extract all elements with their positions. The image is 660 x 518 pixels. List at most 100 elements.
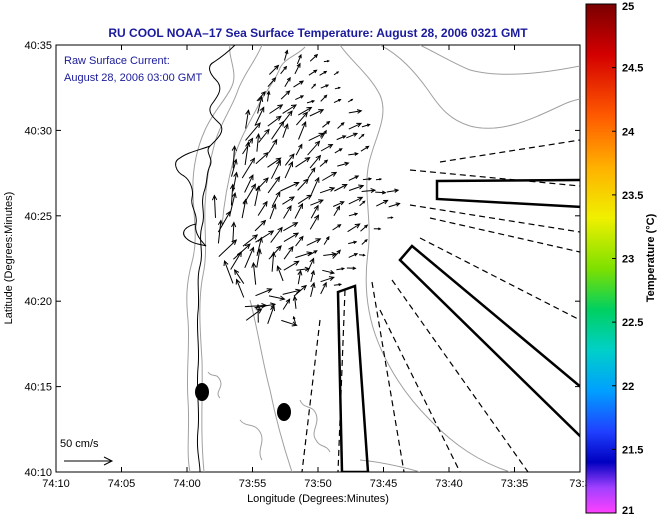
current-vector-head: [275, 157, 282, 163]
current-vector-head: [270, 305, 275, 312]
current-vector-head: [271, 203, 277, 210]
current-vector-head: [314, 214, 320, 221]
current-vector: [323, 253, 336, 256]
x-tick-label: 73:45: [370, 478, 398, 490]
current-vector-head: [266, 288, 273, 294]
current-vector: [256, 91, 266, 102]
current-vector: [319, 187, 335, 194]
current-vector: [280, 66, 287, 75]
current-vector-head: [303, 178, 309, 185]
current-vector-head: [344, 161, 350, 166]
current-vector-head: [331, 252, 338, 257]
current-vector-head: [270, 302, 277, 308]
current-vector: [244, 174, 254, 193]
current-vector: [267, 91, 270, 102]
current-vector: [347, 223, 360, 233]
y-axis-label: Latitude (Degrees:Minutes): [3, 192, 15, 325]
current-vector: [293, 285, 307, 297]
overlay-current-time: August 28, 2006 03:00 GMT: [64, 72, 202, 84]
colorbar-tick-label: 23.5: [622, 190, 643, 202]
current-vector: [271, 121, 285, 140]
current-vector-head: [298, 53, 302, 59]
current-vector-head: [223, 259, 229, 267]
current-vector: [319, 159, 328, 167]
current-vector-head: [225, 210, 231, 217]
current-vector: [242, 234, 258, 247]
current-vector: [244, 142, 249, 166]
station-marker: [277, 403, 291, 421]
current-vector-head: [268, 230, 275, 236]
x-tick-label: 73:3: [569, 478, 590, 490]
current-vector: [348, 185, 364, 191]
current-vector-head: [283, 65, 288, 70]
x-tick-label: 73:40: [435, 478, 463, 490]
current-vector-head: [350, 98, 354, 102]
current-vector: [295, 157, 310, 168]
current-vector-head: [310, 269, 315, 276]
current-vector-head: [289, 153, 295, 160]
current-vector: [320, 144, 333, 152]
current-vector-head: [251, 261, 257, 268]
current-vector-head: [235, 278, 241, 285]
current-vector-head: [229, 183, 236, 190]
current-vector: [348, 153, 358, 156]
current-vector-head: [313, 204, 319, 211]
current-vector: [283, 205, 292, 219]
current-vector-head: [313, 250, 318, 254]
current-vector-head: [274, 64, 280, 70]
current-vector-head: [298, 143, 303, 149]
current-vector: [296, 268, 310, 271]
current-vector: [308, 69, 317, 76]
current-vector: [361, 124, 370, 128]
figure-title: RU COOL NOAA–17 Sea Surface Temperature:…: [108, 26, 528, 40]
current-vector: [218, 239, 237, 257]
current-vector-head: [277, 104, 284, 110]
current-vector: [375, 191, 386, 194]
current-vector-head: [338, 148, 343, 152]
current-vector-head: [311, 100, 316, 103]
current-vector: [333, 206, 340, 217]
colorbar-ticks: 25 24.5 24 23.5 23 22.5 22 21.5 21: [612, 1, 643, 517]
current-vector: [294, 203, 303, 219]
current-vector: [254, 186, 260, 207]
current-vector-head: [341, 183, 348, 189]
survey-boxes: [336, 178, 580, 472]
current-vector: [348, 196, 363, 205]
current-vector: [257, 96, 263, 114]
current-vector: [283, 260, 299, 271]
current-vector-head: [260, 219, 267, 226]
current-vector-head: [394, 188, 400, 193]
current-vector: [322, 269, 335, 274]
current-vector-head: [289, 196, 295, 202]
current-vector-head: [306, 106, 313, 112]
current-vector-head: [244, 243, 251, 249]
current-vector: [269, 65, 279, 75]
current-vector: [256, 134, 260, 152]
current-vector: [244, 304, 267, 308]
current-vector-head: [353, 253, 359, 257]
current-vector-head: [354, 212, 359, 216]
current-vector-head: [231, 145, 237, 152]
current-vector-head: [304, 157, 311, 163]
current-vector-head: [236, 251, 242, 258]
current-vector-head: [217, 219, 224, 226]
current-vector-head: [338, 99, 342, 102]
y-tick-label: 40:20: [24, 296, 52, 308]
current-vector: [295, 95, 304, 101]
current-vector: [320, 282, 327, 295]
current-vector: [283, 222, 298, 232]
current-vector-head: [275, 115, 282, 121]
current-vector-head: [242, 198, 248, 205]
current-vector-head: [310, 167, 316, 173]
current-vector-head: [279, 120, 285, 127]
current-vector-head: [249, 157, 256, 164]
current-vector: [307, 258, 315, 273]
current-vector: [267, 157, 281, 168]
current-vector: [294, 296, 297, 309]
current-vector: [282, 196, 295, 205]
current-vector-head: [293, 260, 300, 266]
current-vector: [255, 288, 272, 297]
current-vector-head: [255, 122, 261, 129]
current-vector-head: [341, 267, 346, 271]
current-vector-head: [337, 86, 341, 90]
